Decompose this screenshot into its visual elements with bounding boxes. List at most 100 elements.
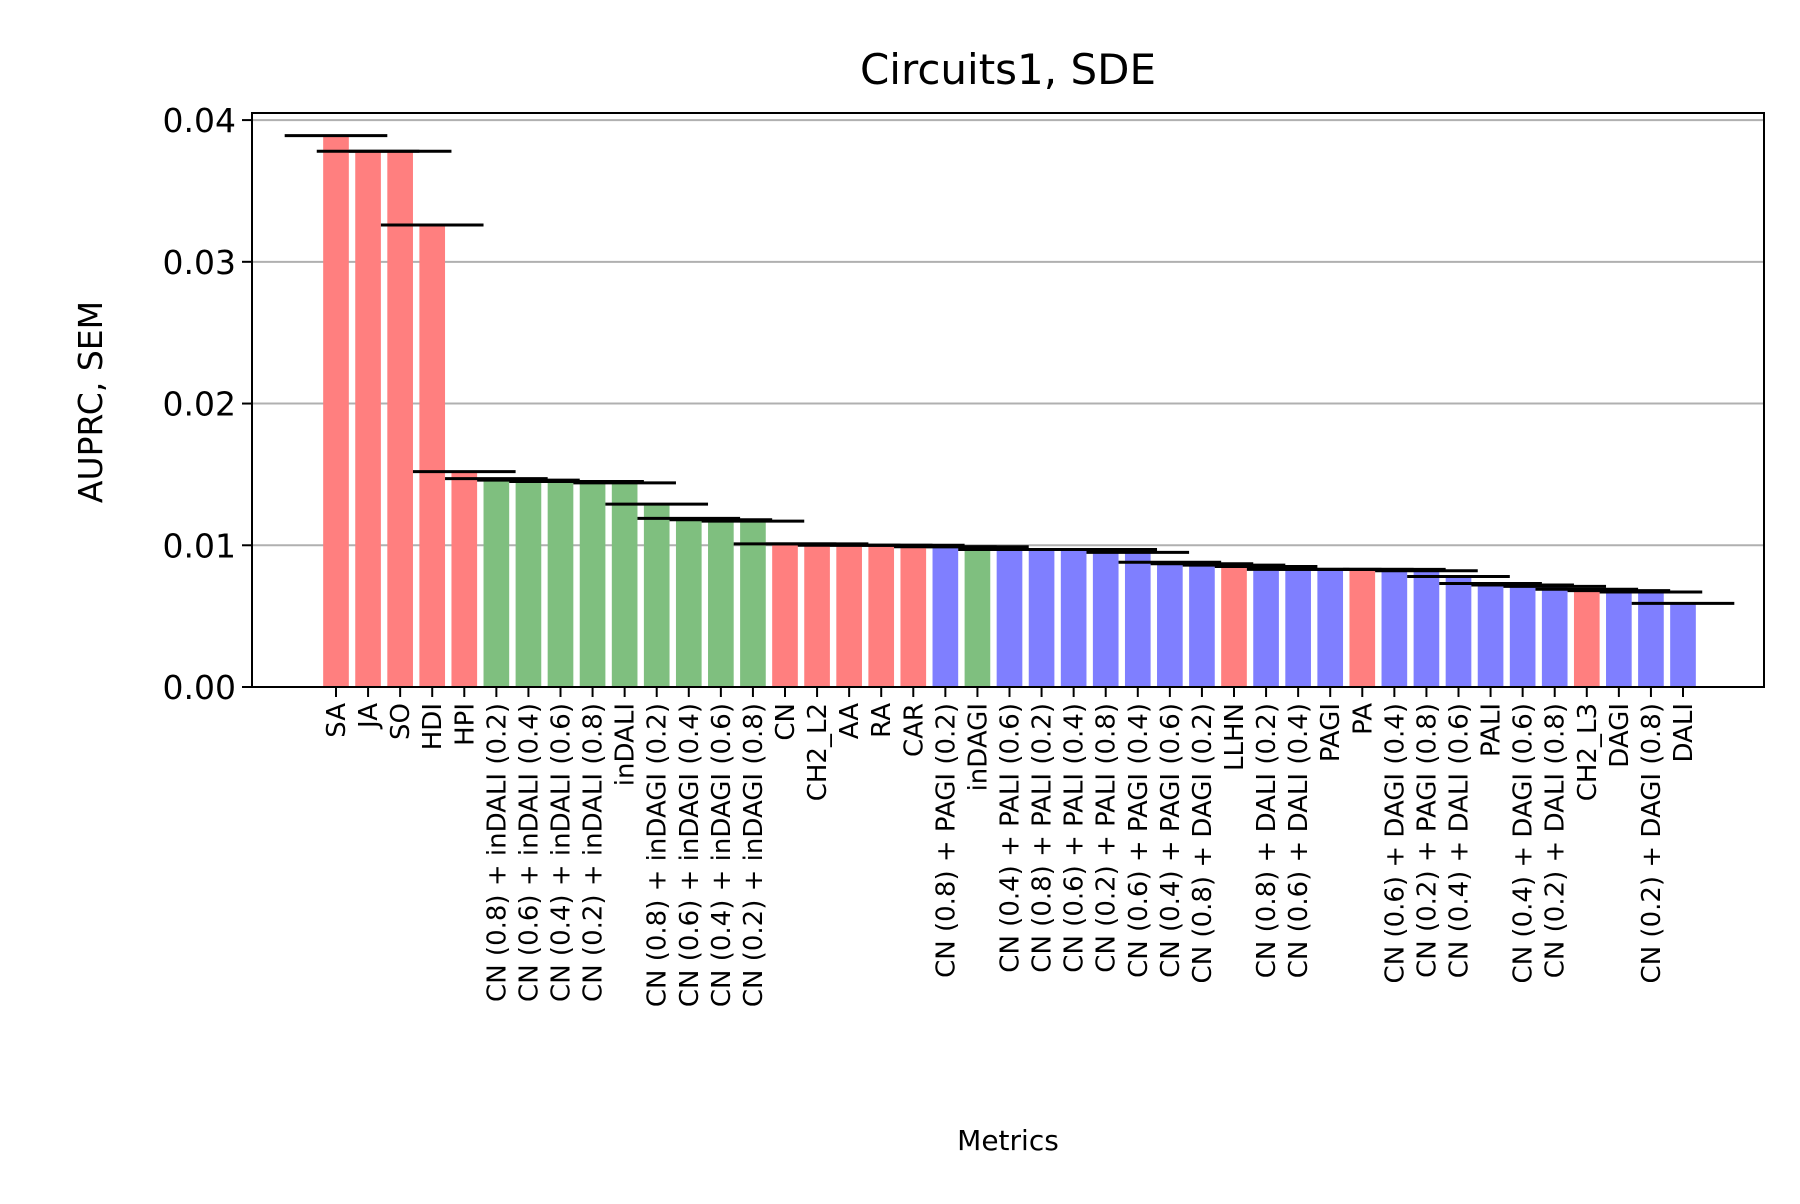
x-tick-label: CN (0.6) + inDALI (0.4): [514, 703, 544, 1002]
y-tick-label: 0.02: [163, 385, 236, 424]
x-tick-label: CN (0.8) + PALI (0.2): [1028, 703, 1058, 973]
bar: [1189, 563, 1215, 687]
x-tick-label: RA: [867, 703, 897, 738]
bar: [740, 521, 766, 687]
bar: [1413, 570, 1440, 687]
bar: [579, 481, 606, 687]
bar: [1606, 590, 1632, 687]
bar: [772, 543, 798, 687]
x-tick-label: DALI: [1669, 703, 1699, 763]
bar: [1317, 569, 1344, 687]
bar: [1221, 565, 1247, 687]
bar: [1092, 549, 1119, 687]
x-axis-label: Metrics: [957, 1124, 1059, 1157]
x-tick-label: CN (0.8) + inDAGI (0.2): [643, 703, 673, 1007]
bar: [900, 545, 927, 687]
bar: [675, 518, 702, 687]
x-tick-label: HPI: [450, 703, 480, 746]
bar: [1349, 569, 1376, 687]
x-tick-label: CN (0.6) + PALI (0.4): [1060, 703, 1090, 973]
x-tick-label: CN (0.4) + inDAGI (0.6): [707, 703, 737, 1007]
y-tick-label: 0.04: [163, 101, 236, 140]
bar: [1541, 586, 1568, 687]
bar: [964, 546, 991, 687]
x-axis-ticks: SA JA SO HDI HPI CN (0.8) + inDALI (0.2) CN (0…: [322, 687, 1699, 1007]
bar: [1509, 584, 1536, 687]
x-tick-label: CN (0.6) + DAGI (0.4): [1380, 703, 1410, 983]
bar: [996, 549, 1023, 687]
bar: [1670, 603, 1696, 687]
y-tick-label: 0.00: [163, 668, 236, 707]
x-tick-label: JA: [354, 703, 384, 730]
x-tick-label: CN (0.8) + DAGI (0.2): [1188, 703, 1218, 983]
x-tick-label: CN (0.8) + inDALI (0.2): [482, 703, 512, 1002]
x-tick-label: CN (0.8) + PAGI (0.2): [931, 703, 961, 978]
x-tick-label: CH2_L3: [1573, 703, 1603, 801]
x-tick-label: CN (0.6) + DALI (0.4): [1284, 703, 1314, 978]
bar: [547, 481, 574, 687]
y-axis-ticks: 0.00 0.01 0.02 0.03 0.04: [163, 101, 252, 707]
y-axis-label: AUPRC, SEM: [71, 301, 110, 503]
bar: [483, 478, 510, 687]
bar: [611, 482, 638, 687]
x-tick-label: DAGI: [1605, 703, 1635, 768]
bar: [515, 480, 542, 687]
bar: [708, 519, 734, 687]
x-tick-label: CN (0.4) + inDALI (0.6): [547, 703, 577, 1002]
x-tick-label: SA: [322, 703, 352, 738]
x-tick-label: SO: [386, 703, 416, 740]
x-tick-label: CN (0.2) + DALI (0.8): [1541, 703, 1571, 978]
bar: [836, 545, 862, 687]
x-tick-label: HDI: [418, 703, 448, 750]
sem-markers: [284, 134, 1735, 605]
x-tick-label: PAGI: [1316, 703, 1346, 762]
x-tick-label: CN (0.2) + PAGI (0.8): [1412, 703, 1442, 978]
bar: [1124, 552, 1151, 687]
x-tick-label: CN (0.4) + PAGI (0.6): [1156, 703, 1186, 978]
x-tick-label: CN: [771, 703, 801, 741]
x-tick-label: CN (0.4) + DALI (0.6): [1445, 703, 1475, 978]
x-tick-label: LLHN: [1220, 703, 1250, 771]
bar: [1060, 549, 1087, 687]
bar: [419, 224, 446, 687]
x-tick-label: CN (0.2) + inDALI (0.8): [579, 703, 609, 1002]
x-tick-label: CN (0.4) + PALI (0.6): [996, 703, 1026, 973]
y-tick-label: 0.03: [163, 243, 236, 282]
x-tick-label: CN (0.4) + DAGI (0.6): [1509, 703, 1539, 983]
chart-title: Circuits1, SDE: [860, 45, 1156, 94]
bar: [1253, 566, 1279, 687]
x-tick-label: CH2_L2: [803, 703, 833, 801]
bars: [323, 135, 1696, 688]
bar: [1477, 583, 1504, 687]
x-tick-label: CN (0.2) + inDAGI (0.8): [739, 703, 769, 1007]
bar: [868, 545, 895, 687]
bar: [932, 546, 959, 687]
bar: [1381, 569, 1408, 687]
bar: [323, 135, 349, 688]
x-tick-label: inDALI: [611, 703, 641, 786]
x-tick-label: PALI: [1477, 703, 1507, 757]
x-tick-label: CN (0.6) + PAGI (0.4): [1124, 703, 1154, 978]
bar: [387, 151, 413, 687]
bar: [1445, 576, 1472, 687]
bar: [1285, 569, 1311, 687]
x-tick-label: AA: [835, 703, 865, 740]
bar: [1573, 589, 1600, 687]
bar: [451, 471, 478, 687]
plot-frame: [251, 112, 1765, 688]
bar: [355, 151, 381, 687]
x-tick-label: PA: [1348, 703, 1378, 735]
x-tick-label: CN (0.2) + PALI (0.8): [1092, 703, 1122, 973]
bar: [1638, 592, 1664, 687]
x-tick-label: CN (0.6) + inDAGI (0.4): [675, 703, 705, 1007]
x-tick-label: CN (0.8) + DALI (0.2): [1252, 703, 1282, 978]
bar: [804, 543, 830, 687]
bar: [643, 504, 670, 687]
x-tick-label: inDAGI: [963, 703, 993, 791]
x-tick-label: CAR: [899, 703, 929, 757]
y-tick-label: 0.01: [163, 526, 236, 565]
x-tick-label: CN (0.2) + DAGI (0.8): [1637, 703, 1667, 983]
bar: [1028, 549, 1055, 687]
